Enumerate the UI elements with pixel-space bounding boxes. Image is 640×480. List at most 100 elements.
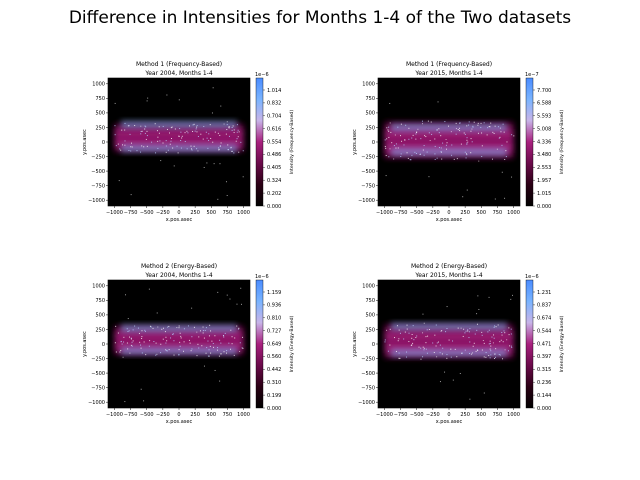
x-tick-label: −750 <box>124 210 138 216</box>
bright-streak-lower <box>120 144 238 153</box>
x-tick-label: 1000 <box>237 210 250 216</box>
colorbar-tick-label: 3.480 <box>537 152 551 158</box>
colorbar-tick-label: 0.199 <box>267 393 281 399</box>
x-tick-label: 250 <box>460 210 470 216</box>
x-tick-label: 500 <box>206 412 216 418</box>
colorbar <box>525 279 534 409</box>
colorbar-tick-label: 0.397 <box>537 354 551 360</box>
colorbar-tick-label: 0.000 <box>537 204 551 210</box>
x-tick-label: −1000 <box>376 412 393 418</box>
colorbar-tick-label: 0.704 <box>267 114 281 120</box>
x-tick-label: −250 <box>156 412 170 418</box>
panel-subtitle: Year 2004, Months 1-4 <box>144 272 213 279</box>
y-axis-label: y.pos.asec <box>352 331 358 357</box>
x-tick-label: 500 <box>476 210 486 216</box>
bright-streak-lower <box>390 147 508 156</box>
colorbar-tick-label: 0.442 <box>267 367 281 373</box>
x-tick-label: 1000 <box>237 412 250 418</box>
y-tick-label: −1000 <box>88 400 105 406</box>
y-tick-label: −250 <box>91 154 105 160</box>
y-tick-label: −500 <box>91 371 105 377</box>
x-tick-label: 750 <box>493 412 503 418</box>
y-tick-label: 250 <box>95 125 105 131</box>
x-tick-label: 500 <box>206 210 216 216</box>
panel-title: Method 2 (Energy-Based) <box>141 263 217 270</box>
x-tick-label: 750 <box>493 210 503 216</box>
x-axis-label: x.pos.asec <box>166 217 193 223</box>
y-tick-label: 500 <box>95 313 105 319</box>
colorbar-tick-label: 0.727 <box>267 328 281 334</box>
x-tick-label: −500 <box>140 210 154 216</box>
y-tick-label: 750 <box>95 298 105 304</box>
colorbar-tick-label: 1.231 <box>537 290 551 296</box>
colorbar-tick-label: 6.588 <box>537 101 551 107</box>
x-tick-label: −250 <box>426 412 440 418</box>
colorbar-tick-label: 0.832 <box>267 101 281 107</box>
colorbar-tick-label: 7.700 <box>537 88 551 94</box>
colorbar-tick-label: 0.324 <box>267 178 281 184</box>
x-tick-label: −250 <box>426 210 440 216</box>
colorbar-tick-label: 0.310 <box>267 380 281 386</box>
x-tick-label: −500 <box>410 412 424 418</box>
panel-subtitle: Year 2004, Months 1-4 <box>144 70 213 77</box>
y-tick-label: −750 <box>361 385 375 391</box>
x-tick-label: 0 <box>177 412 180 418</box>
x-tick-label: −750 <box>394 412 408 418</box>
y-tick-label: 750 <box>365 96 375 102</box>
colorbar-tick-label: 0.471 <box>537 341 551 347</box>
y-tick-label: −250 <box>91 356 105 362</box>
panel-title: Method 1 (Frequency-Based) <box>136 61 222 68</box>
y-tick-label: 250 <box>95 327 105 333</box>
x-axis-label: x.pos.asec <box>436 419 463 425</box>
panel-subtitle: Year 2015, Months 1-4 <box>414 272 483 279</box>
colorbar-multiplier: 1e−6 <box>255 274 269 280</box>
x-tick-label: −500 <box>410 210 424 216</box>
colorbar <box>255 279 264 409</box>
y-tick-label: 500 <box>95 111 105 117</box>
speckle-layer <box>114 87 244 200</box>
heatmap-panel-1: Method 1 (Frequency-Based) Year 2004, Mon… <box>82 61 295 223</box>
x-tick-label: 1000 <box>507 210 520 216</box>
colorbar-tick-label: 0.649 <box>267 341 281 347</box>
y-tick-label: −1000 <box>88 198 105 204</box>
speckle-layer <box>114 287 244 403</box>
colorbar-tick-label: 0.560 <box>267 354 281 360</box>
y-tick-label: 1000 <box>362 82 375 88</box>
colorbar-tick-label: 0.000 <box>267 204 281 210</box>
y-tick-label: 1000 <box>362 284 375 290</box>
colorbar-tick-label: 1.014 <box>267 88 281 94</box>
colorbar-tick-label: 2.553 <box>537 165 551 171</box>
bright-streak-upper <box>120 324 238 333</box>
y-axis-label: y.pos.asec <box>352 129 358 155</box>
colorbar-tick-label: 0.000 <box>537 406 551 412</box>
x-axis-label: x.pos.asec <box>166 419 193 425</box>
colorbar-multiplier: 1e−7 <box>525 72 539 78</box>
colorbar-label: Intensity (Energy-Based) <box>289 315 295 372</box>
colorbar <box>255 77 264 207</box>
colorbar-tick-label: 0.837 <box>537 303 551 309</box>
heatmap-panel-2: Method 1 (Frequency-Based) Year 2015, Mon… <box>352 61 565 223</box>
y-tick-label: 0 <box>102 342 105 348</box>
x-tick-label: 1000 <box>507 412 520 418</box>
colorbar-tick-label: 0.936 <box>267 303 281 309</box>
y-tick-label: −750 <box>361 183 375 189</box>
x-tick-label: 250 <box>460 412 470 418</box>
y-tick-label: −500 <box>91 169 105 175</box>
panel-title: Method 2 (Energy-Based) <box>411 263 487 270</box>
x-tick-label: 250 <box>190 210 200 216</box>
y-tick-label: 500 <box>365 111 375 117</box>
colorbar-tick-label: 0.554 <box>267 139 281 145</box>
colorbar-tick-label: 0.144 <box>537 393 551 399</box>
colorbar <box>525 77 534 207</box>
colorbar-tick-label: 0.674 <box>537 316 551 322</box>
bright-streak-upper <box>390 123 508 132</box>
colorbar-tick-label: 0.810 <box>267 316 281 322</box>
x-tick-label: −1000 <box>106 412 123 418</box>
panel-subtitle: Year 2015, Months 1-4 <box>414 70 483 77</box>
bright-streak-upper <box>390 322 508 331</box>
x-axis-label: x.pos.asec <box>436 217 463 223</box>
colorbar-tick-label: 0.236 <box>537 380 551 386</box>
y-tick-label: −250 <box>361 154 375 160</box>
colorbar-tick-label: 1.015 <box>537 191 551 197</box>
